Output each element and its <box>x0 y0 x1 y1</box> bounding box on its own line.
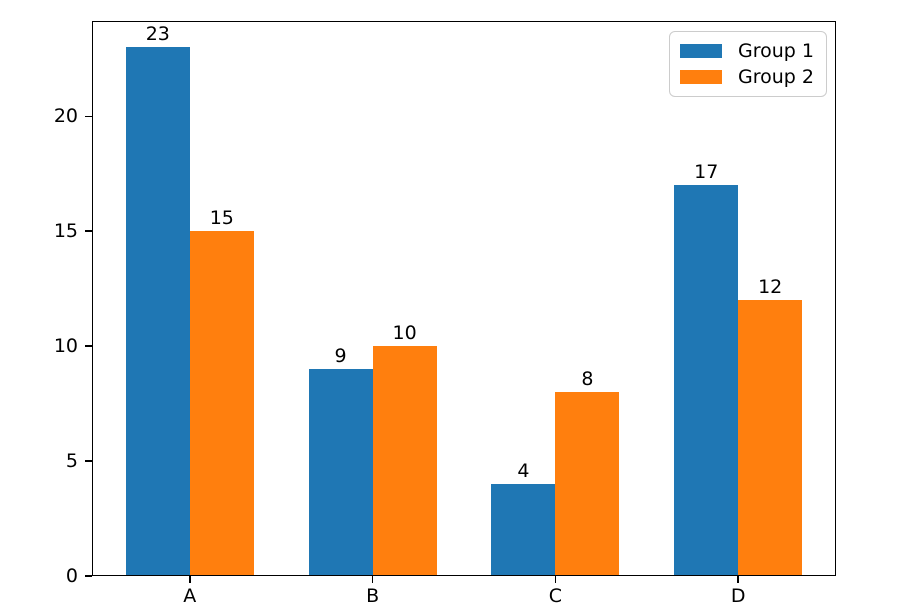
y-tick-mark <box>85 230 92 233</box>
x-tick-label-A: A <box>183 585 197 607</box>
y-tick-mark <box>85 345 92 347</box>
bar-group-2-C <box>555 392 620 576</box>
bar-group-1-B <box>308 369 373 576</box>
x-tick-mark <box>737 576 739 583</box>
bar-value-label: 10 <box>392 322 417 345</box>
bar-value-label: 9 <box>334 345 347 368</box>
bar-group-1-C <box>491 484 556 576</box>
y-tick-label: 5 <box>65 450 78 473</box>
bar-group-1-A <box>125 47 190 576</box>
bar-group-2-D <box>738 300 803 576</box>
bar-group-2-B <box>372 346 437 576</box>
y-tick-mark <box>85 575 92 577</box>
bar-group-1-D <box>674 185 739 576</box>
legend-label-group-2: Group 2 <box>738 66 814 88</box>
bar-value-label: 15 <box>209 207 234 230</box>
legend-item-group-2: Group 2 <box>680 65 816 89</box>
bar-value-label: 8 <box>581 368 594 391</box>
bar-value-label: 17 <box>694 161 719 184</box>
legend: Group 1 Group 2 <box>669 31 827 97</box>
bar-value-label: 23 <box>145 23 170 46</box>
y-tick-label: 20 <box>53 105 78 128</box>
legend-label-group-1: Group 1 <box>738 40 814 62</box>
x-tick-label-B: B <box>366 585 380 607</box>
x-tick-label-D: D <box>730 585 746 607</box>
x-tick-mark <box>188 576 191 583</box>
legend-swatch-group-1-icon <box>680 44 722 58</box>
x-tick-mark <box>371 576 374 583</box>
legend-item-group-1: Group 1 <box>680 39 816 63</box>
y-tick-label: 0 <box>65 565 78 587</box>
legend-swatch-group-2-icon <box>680 70 722 84</box>
y-tick-mark <box>85 115 92 118</box>
x-tick-mark <box>554 576 557 583</box>
y-tick-label: 15 <box>53 220 78 243</box>
x-tick-label-C: C <box>548 585 563 607</box>
y-tick-mark <box>85 460 92 462</box>
y-tick-label: 10 <box>53 335 78 358</box>
bar-group-2-A <box>189 231 254 576</box>
bar-value-label: 12 <box>758 276 783 299</box>
bar-value-label: 4 <box>517 460 530 483</box>
